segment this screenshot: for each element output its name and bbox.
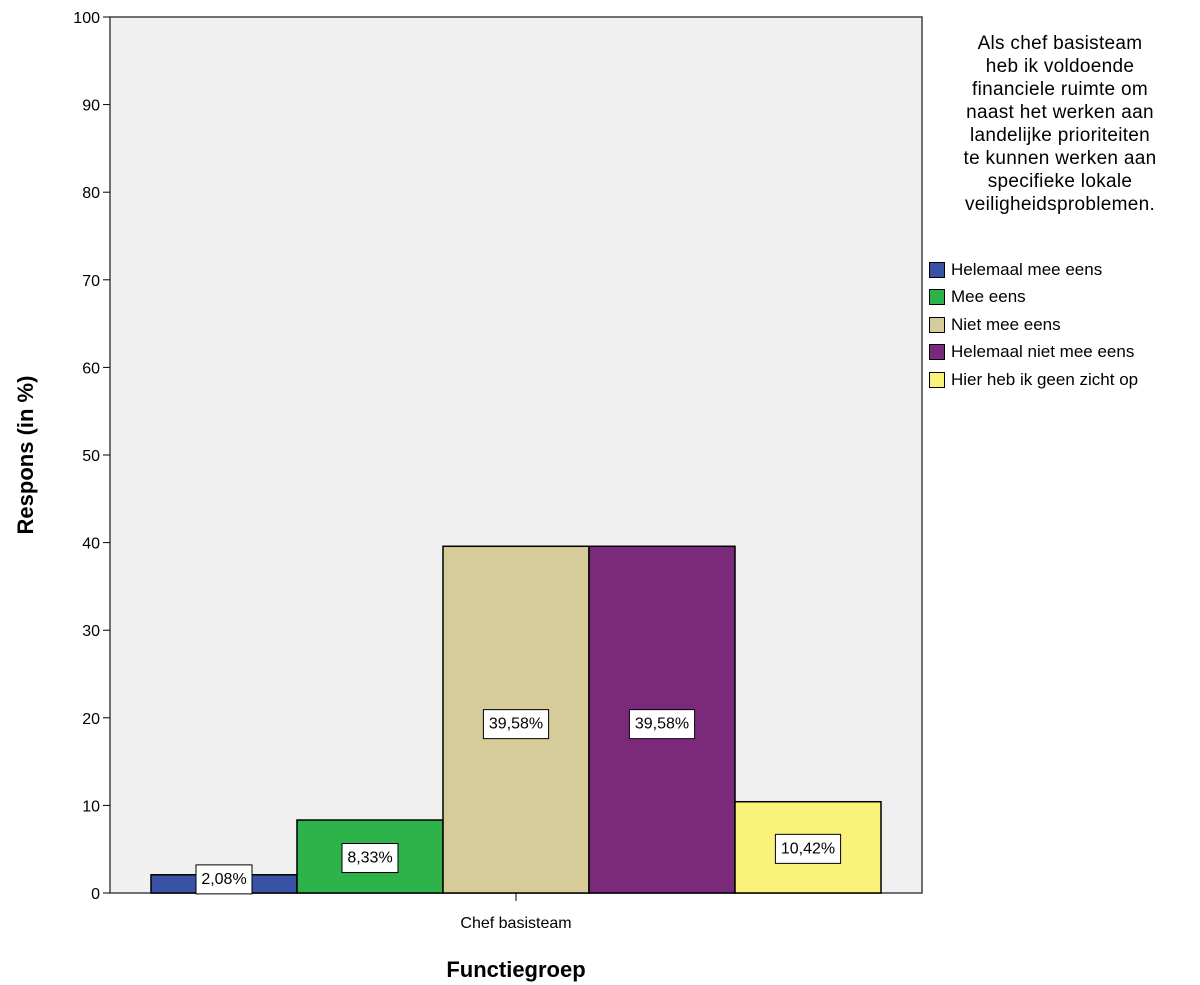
y-tick-label: 30 (82, 623, 100, 640)
data-label: 8,33% (341, 843, 399, 874)
data-label-text: 39,58% (635, 716, 689, 733)
x-tick-label: Chef basisteam (460, 915, 571, 932)
legend-label: Hier heb ik geen zicht op (951, 369, 1139, 389)
legend-label: Niet mee eens (951, 314, 1061, 334)
legend-label: Helemaal niet mee eens (951, 342, 1135, 362)
data-labels: 2,08% 8,33% 39,58% 39,58% 10,42% (195, 709, 842, 895)
data-label: 10,42% (774, 833, 842, 864)
y-tick-label: 20 (82, 711, 100, 728)
legend-swatch (929, 344, 945, 361)
y-tick-label: 70 (82, 273, 100, 290)
data-label: 39,58% (628, 709, 696, 740)
data-label-text: 10,42% (781, 840, 835, 857)
y-tick-label: 80 (82, 185, 100, 202)
data-label: 39,58% (482, 709, 550, 740)
legend-swatch (929, 261, 945, 278)
legend-label: Mee eens (951, 287, 1026, 307)
y-tick-label: 90 (82, 98, 100, 115)
data-label-box (341, 843, 399, 874)
y-tick-label: 50 (82, 448, 100, 465)
legend-swatch (929, 316, 945, 333)
y-tick-label: 60 (82, 360, 100, 377)
data-label-box (628, 709, 696, 740)
y-tick-label: 40 (82, 536, 100, 553)
legend-label: Helemaal mee eens (951, 259, 1103, 279)
legend-swatch (929, 371, 945, 388)
y-axis-ticks: 0 10 20 30 40 50 60 70 80 90 100 (73, 10, 110, 903)
legend-item: Mee eens (929, 284, 1138, 312)
y-axis-title: Respons (in %) (13, 376, 38, 535)
y-tick-label: 100 (73, 10, 100, 27)
x-axis-title: Functiegroep (446, 957, 585, 982)
data-label-text: 2,08% (201, 871, 246, 888)
data-label-text: 8,33% (347, 850, 392, 867)
legend-item: Helemaal niet mee eens (929, 339, 1138, 367)
legend-title: Als chef basisteam heb ik voldoende fina… (963, 33, 1157, 215)
legend: Helemaal mee eens Mee eens Niet mee eens He… (929, 256, 1138, 394)
data-label-box (482, 709, 550, 740)
data-label-box (195, 864, 253, 895)
legend-swatch (929, 289, 945, 306)
data-label: 2,08% (195, 864, 253, 895)
x-axis-ticks: Chef basisteam (460, 893, 572, 932)
y-tick-label: 10 (82, 798, 100, 815)
legend-item: Helemaal mee eens (929, 256, 1138, 284)
legend-item: Hier heb ik geen zicht op (929, 366, 1138, 394)
data-label-box (774, 833, 842, 864)
legend-item: Niet mee eens (929, 311, 1138, 339)
data-label-text: 39,58% (489, 716, 543, 733)
y-tick-label: 0 (91, 886, 100, 903)
